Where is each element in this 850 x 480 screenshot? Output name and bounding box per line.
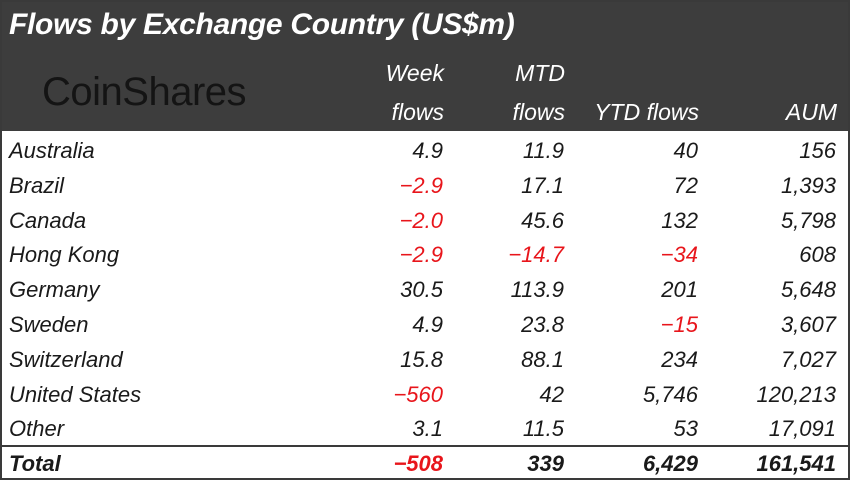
aum-cell: 156 [799, 138, 836, 163]
mtd-cell: 45.6 [521, 207, 564, 233]
mtd-cell: 113.9 [510, 277, 564, 303]
total-mtd: 339 [527, 451, 564, 476]
total-week: −508 [393, 451, 443, 476]
ytd-cell: 72 [673, 172, 698, 198]
ytd-cell: 201 [661, 277, 698, 303]
total-aum: 161,541 [756, 451, 836, 476]
country-cell: Australia [9, 138, 95, 163]
table-row: Switzerland 15.8 88.1 234 7,027 [2, 343, 848, 378]
aum-cell: 608 [799, 242, 836, 268]
country-cell: Other [9, 416, 65, 442]
week-cell: −2.0 [399, 207, 443, 233]
ytd-cell: −15 [660, 312, 698, 337]
aum-cell: 17,091 [768, 416, 836, 442]
table-row: Australia 4.9 11.9 40 156 [2, 134, 848, 169]
mtd-cell: −14.7 [508, 242, 564, 268]
ytd-cell: 132 [661, 207, 698, 233]
mtd-cell: 11.5 [522, 416, 564, 442]
header-week-line1: Week [385, 60, 444, 86]
table-row: Hong Kong −2.9 −14.7 −34 608 [2, 238, 848, 273]
header-mtd-line1: MTD [515, 60, 565, 86]
week-cell: −560 [393, 381, 443, 407]
week-cell: 4.9 [412, 312, 443, 337]
week-cell: 30.5 [400, 277, 443, 303]
country-cell: Sweden [9, 312, 89, 337]
country-cell: Switzerland [9, 346, 123, 372]
aum-cell: 5,798 [780, 207, 836, 233]
week-cell: −2.9 [399, 172, 443, 198]
coinshares-logo: CoinShares [42, 70, 247, 114]
aum-cell: 7,027 [780, 346, 836, 372]
table-row: Brazil −2.9 17.1 72 1,393 [2, 169, 848, 204]
week-cell: −2.9 [399, 242, 443, 268]
week-cell: 3.1 [412, 416, 443, 442]
ytd-cell: −34 [660, 242, 698, 268]
page-title: Flows by Exchange Country (US$m) [9, 8, 515, 41]
header-mtd-line2: flows [512, 99, 565, 125]
aum-cell: 120,213 [756, 381, 836, 407]
country-cell: Hong Kong [9, 242, 120, 268]
table-header: Flows by Exchange Country (US$m) CoinSha… [2, 2, 848, 131]
aum-cell: 1,393 [780, 172, 836, 198]
ytd-cell: 234 [661, 346, 698, 372]
mtd-cell: 17.1 [521, 172, 564, 198]
total-ytd: 6,429 [642, 451, 698, 476]
ytd-cell: 40 [673, 138, 698, 163]
total-label: Total [9, 451, 61, 476]
country-cell: Germany [9, 277, 100, 303]
aum-cell: 5,648 [780, 277, 836, 303]
table-row: United States −560 42 5,746 120,213 [2, 378, 848, 413]
week-cell: 4.9 [412, 138, 443, 163]
aum-cell: 3,607 [780, 312, 836, 337]
total-divider [2, 445, 848, 447]
header-ytd: YTD flows [594, 99, 699, 125]
mtd-cell: 23.8 [521, 312, 564, 337]
table-row: Germany 30.5 113.9 201 5,648 [2, 273, 848, 308]
country-cell: Brazil [9, 172, 65, 198]
country-cell: United States [9, 381, 142, 407]
table-row: Sweden 4.9 23.8 −15 3,607 [2, 308, 848, 343]
week-cell: 15.8 [400, 346, 443, 372]
ytd-cell: 53 [673, 416, 698, 442]
mtd-cell: 42 [539, 381, 564, 407]
mtd-cell: 88.1 [521, 346, 564, 372]
table-row: Canada −2.0 45.6 132 5,798 [2, 204, 848, 239]
header-week-line2: flows [391, 99, 444, 125]
header-aum: AUM [785, 99, 837, 125]
mtd-cell: 11.9 [522, 138, 564, 163]
ytd-cell: 5,746 [642, 381, 698, 407]
total-row: Total −508 339 6,429 161,541 [2, 447, 848, 478]
table-row: Other 3.1 11.5 53 17,091 [2, 412, 848, 447]
country-cell: Canada [9, 207, 87, 233]
